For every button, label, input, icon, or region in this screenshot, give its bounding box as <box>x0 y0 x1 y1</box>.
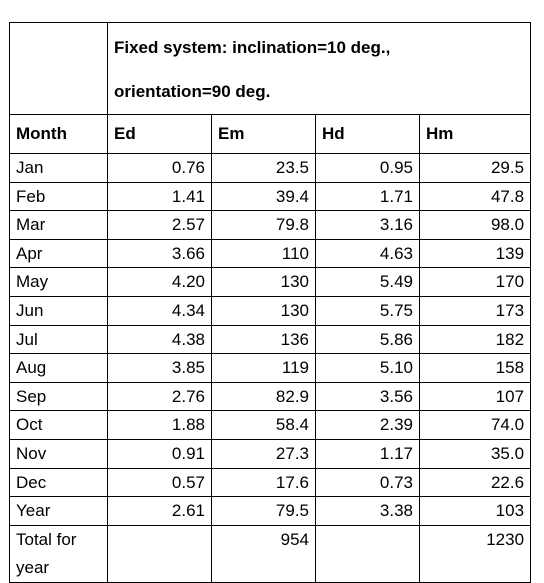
cell-hm: 158 <box>418 353 532 383</box>
table-row: Mar 2.57 79.8 3.16 98.0 <box>9 210 532 240</box>
table-row: Sep 2.76 82.9 3.56 107 <box>9 381 532 412</box>
title-line-1: Fixed system: inclination=10 deg., <box>114 38 391 57</box>
cell-em: 39.4 <box>211 181 316 212</box>
cell-ed: 2.76 <box>107 381 212 412</box>
table-row: Dec 0.57 17.6 0.73 22.6 <box>9 467 532 498</box>
cell-month: Nov <box>9 438 108 469</box>
table-row: Jul 4.38 136 5.86 182 <box>9 324 532 355</box>
cell-hm: 29.5 <box>418 153 532 183</box>
column-header-hd: Hd <box>315 114 420 154</box>
table-row: Aug 3.85 119 5.10 158 <box>9 353 532 383</box>
cell-month: Feb <box>9 181 108 212</box>
cell-hd: 5.49 <box>315 267 420 297</box>
cell-hm: 173 <box>418 295 532 326</box>
cell-hd: 3.38 <box>315 496 420 526</box>
title-line-2: orientation=90 deg. <box>114 82 271 101</box>
total-label-cell: Total for year <box>9 524 108 583</box>
cell-month: May <box>9 267 108 297</box>
cell-ed: 0.91 <box>107 438 212 469</box>
cell-month: Dec <box>9 467 108 498</box>
cell-hm: 107 <box>418 381 532 412</box>
cell-ed: 0.76 <box>107 153 212 183</box>
cell-ed: 1.88 <box>107 410 212 440</box>
table-row: Apr 3.66 110 4.63 139 <box>9 238 532 269</box>
total-row: Total for year 954 1230 <box>9 524 532 583</box>
table-row: Year 2.61 79.5 3.38 103 <box>9 496 532 526</box>
cell-month: Sep <box>9 381 108 412</box>
title-empty-cell <box>9 22 108 115</box>
column-header-hm: Hm <box>418 114 532 154</box>
table-row: May 4.20 130 5.49 170 <box>9 267 532 297</box>
cell-hd: 3.16 <box>315 210 420 240</box>
cell-month: Aug <box>9 353 108 383</box>
cell-hm: 103 <box>418 496 532 526</box>
cell-hd: 3.56 <box>315 381 420 412</box>
cell-hm: 98.0 <box>418 210 532 240</box>
cell-em: 130 <box>211 295 316 326</box>
cell-hd: 1.71 <box>315 181 420 212</box>
cell-ed: 4.20 <box>107 267 212 297</box>
cell-hm: 22.6 <box>418 467 532 498</box>
cell-month: Year <box>9 496 108 526</box>
cell-em: 79.5 <box>211 496 316 526</box>
cell-ed: 2.61 <box>107 496 212 526</box>
cell-em: 79.8 <box>211 210 316 240</box>
cell-ed: 4.34 <box>107 295 212 326</box>
cell-em: 17.6 <box>211 467 316 498</box>
table-row: Nov 0.91 27.3 1.17 35.0 <box>9 438 532 469</box>
column-header-month: Month <box>9 114 108 154</box>
cell-month: Mar <box>9 210 108 240</box>
total-label-line-2: year <box>16 557 50 577</box>
cell-ed: 3.85 <box>107 353 212 383</box>
table-row: Jan 0.76 23.5 0.95 29.5 <box>9 153 532 183</box>
cell-hm: 170 <box>418 267 532 297</box>
system-title-cell: Fixed system: inclination=10 deg., orien… <box>106 22 532 115</box>
cell-month: Jun <box>9 295 108 326</box>
cell-em: 110 <box>211 238 316 269</box>
cell-hd: 0.73 <box>315 467 420 498</box>
total-cell-hm: 1230 <box>418 524 532 583</box>
cell-month: Jul <box>9 324 108 355</box>
cell-hd: 5.10 <box>315 353 420 383</box>
table-row: Jun 4.34 130 5.75 173 <box>9 295 532 326</box>
column-header-em: Em <box>211 114 316 154</box>
cell-hd: 0.95 <box>315 153 420 183</box>
column-header-row: Month Ed Em Hd Hm <box>9 114 532 154</box>
cell-ed: 1.41 <box>107 181 212 212</box>
cell-em: 136 <box>211 324 316 355</box>
table-row: Feb 1.41 39.4 1.71 47.8 <box>9 181 532 212</box>
cell-month: Oct <box>9 410 108 440</box>
pv-output-table: Fixed system: inclination=10 deg., orien… <box>9 22 532 583</box>
table-row: Oct 1.88 58.4 2.39 74.0 <box>9 410 532 440</box>
cell-em: 58.4 <box>211 410 316 440</box>
cell-ed: 4.38 <box>107 324 212 355</box>
total-cell-em: 954 <box>211 524 316 583</box>
cell-em: 23.5 <box>211 153 316 183</box>
total-cell-empty <box>107 524 212 583</box>
cell-hd: 1.17 <box>315 438 420 469</box>
cell-month: Apr <box>9 238 108 269</box>
cell-ed: 2.57 <box>107 210 212 240</box>
cell-hm: 35.0 <box>418 438 532 469</box>
cell-hd: 5.75 <box>315 295 420 326</box>
cell-em: 119 <box>211 353 316 383</box>
column-header-ed: Ed <box>107 114 212 154</box>
cell-hm: 47.8 <box>418 181 532 212</box>
cell-ed: 0.57 <box>107 467 212 498</box>
total-label-line-1: Total for <box>16 529 77 549</box>
cell-em: 130 <box>211 267 316 297</box>
total-cell-empty <box>315 524 420 583</box>
cell-hm: 182 <box>418 324 532 355</box>
cell-em: 82.9 <box>211 381 316 412</box>
cell-em: 27.3 <box>211 438 316 469</box>
cell-hm: 74.0 <box>418 410 532 440</box>
cell-ed: 3.66 <box>107 238 212 269</box>
cell-hd: 5.86 <box>315 324 420 355</box>
title-row: Fixed system: inclination=10 deg., orien… <box>9 22 532 115</box>
cell-month: Jan <box>9 153 108 183</box>
cell-hm: 139 <box>418 238 532 269</box>
cell-hd: 2.39 <box>315 410 420 440</box>
cell-hd: 4.63 <box>315 238 420 269</box>
